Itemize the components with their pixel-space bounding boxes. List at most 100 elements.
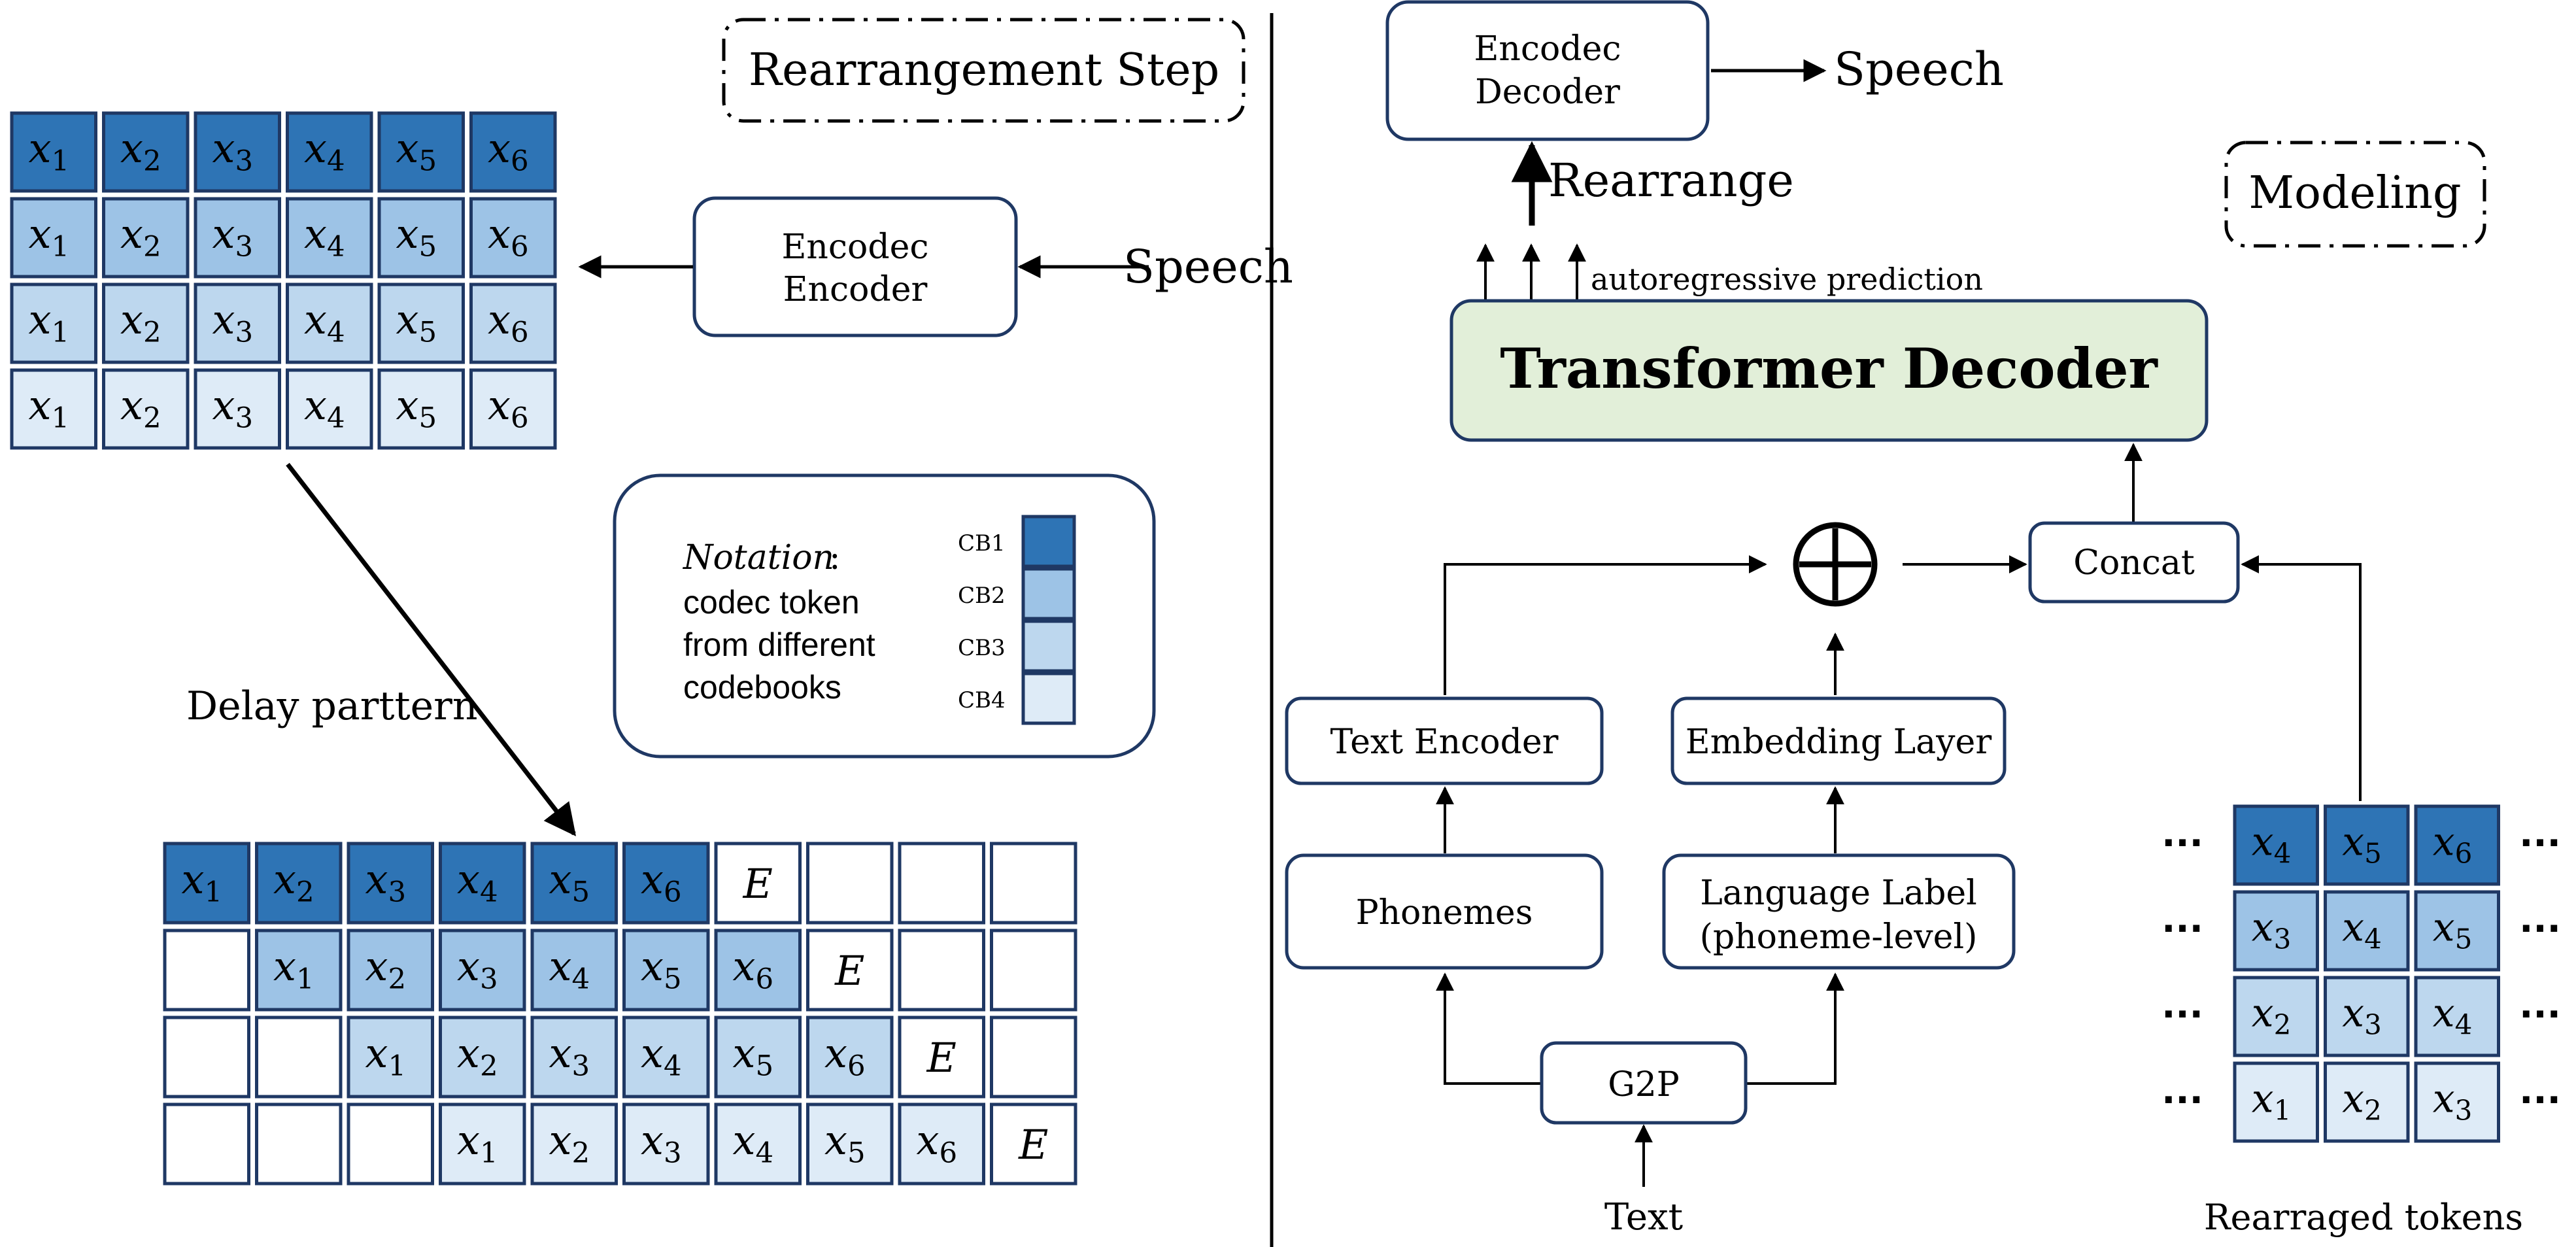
phonemes-label: Phonemes xyxy=(1356,893,1533,932)
rearranged-token-cell: x6 xyxy=(2414,804,2500,886)
delay-token-cell: x3 xyxy=(347,842,434,925)
svg-text:E: E xyxy=(926,1034,957,1082)
embedding-layer-box: Embedding Layer xyxy=(1670,696,2007,785)
rearranged-token-cell: x4 xyxy=(2233,804,2319,886)
delay-token-cell xyxy=(806,842,894,925)
svg-text:E: E xyxy=(834,947,864,995)
delay-token-cell: x6 xyxy=(622,842,710,925)
codebook-swatch: CB3 xyxy=(958,619,1076,673)
ellipsis-right: ··· xyxy=(2519,1079,2561,1121)
codec-token-cell: x4 xyxy=(286,368,373,450)
encodec-decoder-line2: Decoder xyxy=(1475,73,1620,112)
autoregressive-label: autoregressive prediction xyxy=(1591,262,1983,297)
delay-token-cell: x1 xyxy=(163,842,250,925)
delay-token-cell: x1 xyxy=(347,1016,434,1099)
delay-token-cell: x4 xyxy=(439,842,526,925)
codebook-swatch: CB4 xyxy=(958,672,1076,725)
rearranged-token-cell: x5 xyxy=(2324,804,2410,886)
svg-text:x1: x1 xyxy=(273,942,314,995)
codec-token-cell: x2 xyxy=(102,368,190,450)
codebook-swatch: CB1 xyxy=(958,515,1076,568)
codec-token-cell: x4 xyxy=(286,282,373,364)
embedding-layer-label: Embedding Layer xyxy=(1686,723,1992,762)
delay-token-cell: E xyxy=(714,842,802,925)
svg-text:E: E xyxy=(743,860,773,908)
codec-token-cell: x5 xyxy=(377,197,465,279)
g2p-box: G2P xyxy=(1540,1041,1748,1125)
codec-token-cell: x3 xyxy=(194,368,281,450)
delay-token-cell xyxy=(255,1102,343,1186)
modeling-label: Modeling xyxy=(2248,167,2461,219)
codebook-label: CB2 xyxy=(958,583,1006,609)
svg-text:x6: x6 xyxy=(733,942,774,995)
delay-token-cell xyxy=(898,929,985,1012)
codec-token-cell: x3 xyxy=(194,282,281,364)
svg-text:x4: x4 xyxy=(304,296,345,349)
delay-token-cell xyxy=(255,1016,343,1099)
concat-box: Concat xyxy=(2028,521,2240,604)
svg-text:x6: x6 xyxy=(488,124,529,177)
delay-pattern-label: Delay parttern xyxy=(186,683,477,729)
rearranged-token-cell: x3 xyxy=(2414,1061,2500,1143)
codec-token-cell: x3 xyxy=(194,111,281,193)
text-encoder-to-add-arrow xyxy=(1444,555,1767,695)
codebook-label: CB4 xyxy=(958,687,1006,713)
svg-text:x2: x2 xyxy=(120,210,161,263)
delay-token-cell: x1 xyxy=(439,1102,526,1186)
rearrangement-step-tag: Rearrangement Step xyxy=(722,18,1246,123)
svg-text:x6: x6 xyxy=(488,296,529,349)
codec-token-cell: x2 xyxy=(102,197,190,279)
codec-token-cell: x2 xyxy=(102,282,190,364)
text-encoder-box: Text Encoder xyxy=(1285,696,1604,785)
concat-label: Concat xyxy=(2073,543,2195,583)
language-label-line1: Language Label xyxy=(1700,874,1977,913)
delay-token-cell: x4 xyxy=(714,1102,802,1186)
ellipsis-left: ··· xyxy=(2161,993,2203,1036)
delay-token-cell xyxy=(990,842,1077,925)
rearrangement-step-label: Rearrangement Step xyxy=(749,44,1219,96)
delay-token-cell: E xyxy=(806,929,894,1012)
notation-line3: codebooks xyxy=(683,669,841,706)
delay-token-cell xyxy=(347,1102,434,1186)
text-encoder-label: Text Encoder xyxy=(1330,723,1559,762)
delay-token-cell: x2 xyxy=(439,1016,526,1099)
rearranged-token-cell: x4 xyxy=(2414,976,2500,1057)
encodec-decoder-line1: Encodec xyxy=(1474,29,1621,69)
codec-token-cell: x1 xyxy=(10,111,97,193)
codec-token-cell: x5 xyxy=(377,282,465,364)
delay-token-cell xyxy=(898,842,985,925)
svg-text:x6: x6 xyxy=(824,1029,866,1082)
delay-token-cell: x5 xyxy=(714,1016,802,1099)
codec-token-cell: x1 xyxy=(10,282,97,364)
delay-token-cell: x1 xyxy=(255,929,343,1012)
codec-token-cell: x2 xyxy=(102,111,190,193)
ellipsis-left: ··· xyxy=(2161,1079,2203,1121)
rearranged-token-cell: x5 xyxy=(2414,890,2500,972)
delay-token-cell: x6 xyxy=(806,1016,894,1099)
encodec-decoder-box: Encodec Decoder xyxy=(1385,0,1710,141)
codec-token-cell: x1 xyxy=(10,197,97,279)
codec-token-cell: x6 xyxy=(469,111,557,193)
delay-token-cell: x2 xyxy=(530,1102,618,1186)
modeling-tag: Modeling xyxy=(2224,141,2486,248)
language-label-box: Language Label (phoneme-level) xyxy=(1662,853,2016,970)
speech-output-label: Speech xyxy=(1834,43,2004,96)
ellipsis-right: ··· xyxy=(2519,993,2561,1036)
g2p-to-language-arrow xyxy=(1746,972,1844,1085)
delay-token-cell xyxy=(163,929,250,1012)
codec-token-cell: x6 xyxy=(469,197,557,279)
notation-line2: from different xyxy=(683,626,875,663)
codebook-label: CB1 xyxy=(958,530,1006,556)
svg-text:x5: x5 xyxy=(396,296,437,349)
codebook-swatch: CB2 xyxy=(958,567,1076,621)
rearranged-token-cell: x2 xyxy=(2324,1061,2410,1143)
notation-title: Notation xyxy=(682,538,834,577)
delay-token-cell: x5 xyxy=(806,1102,894,1186)
rearrange-label: Rearrange xyxy=(1548,154,1794,207)
svg-text:x3: x3 xyxy=(212,124,254,177)
svg-text:x2: x2 xyxy=(2342,1076,2382,1127)
codec-token-cell: x4 xyxy=(286,111,373,193)
notation-legend: Notation : codec token from different co… xyxy=(613,473,1156,759)
